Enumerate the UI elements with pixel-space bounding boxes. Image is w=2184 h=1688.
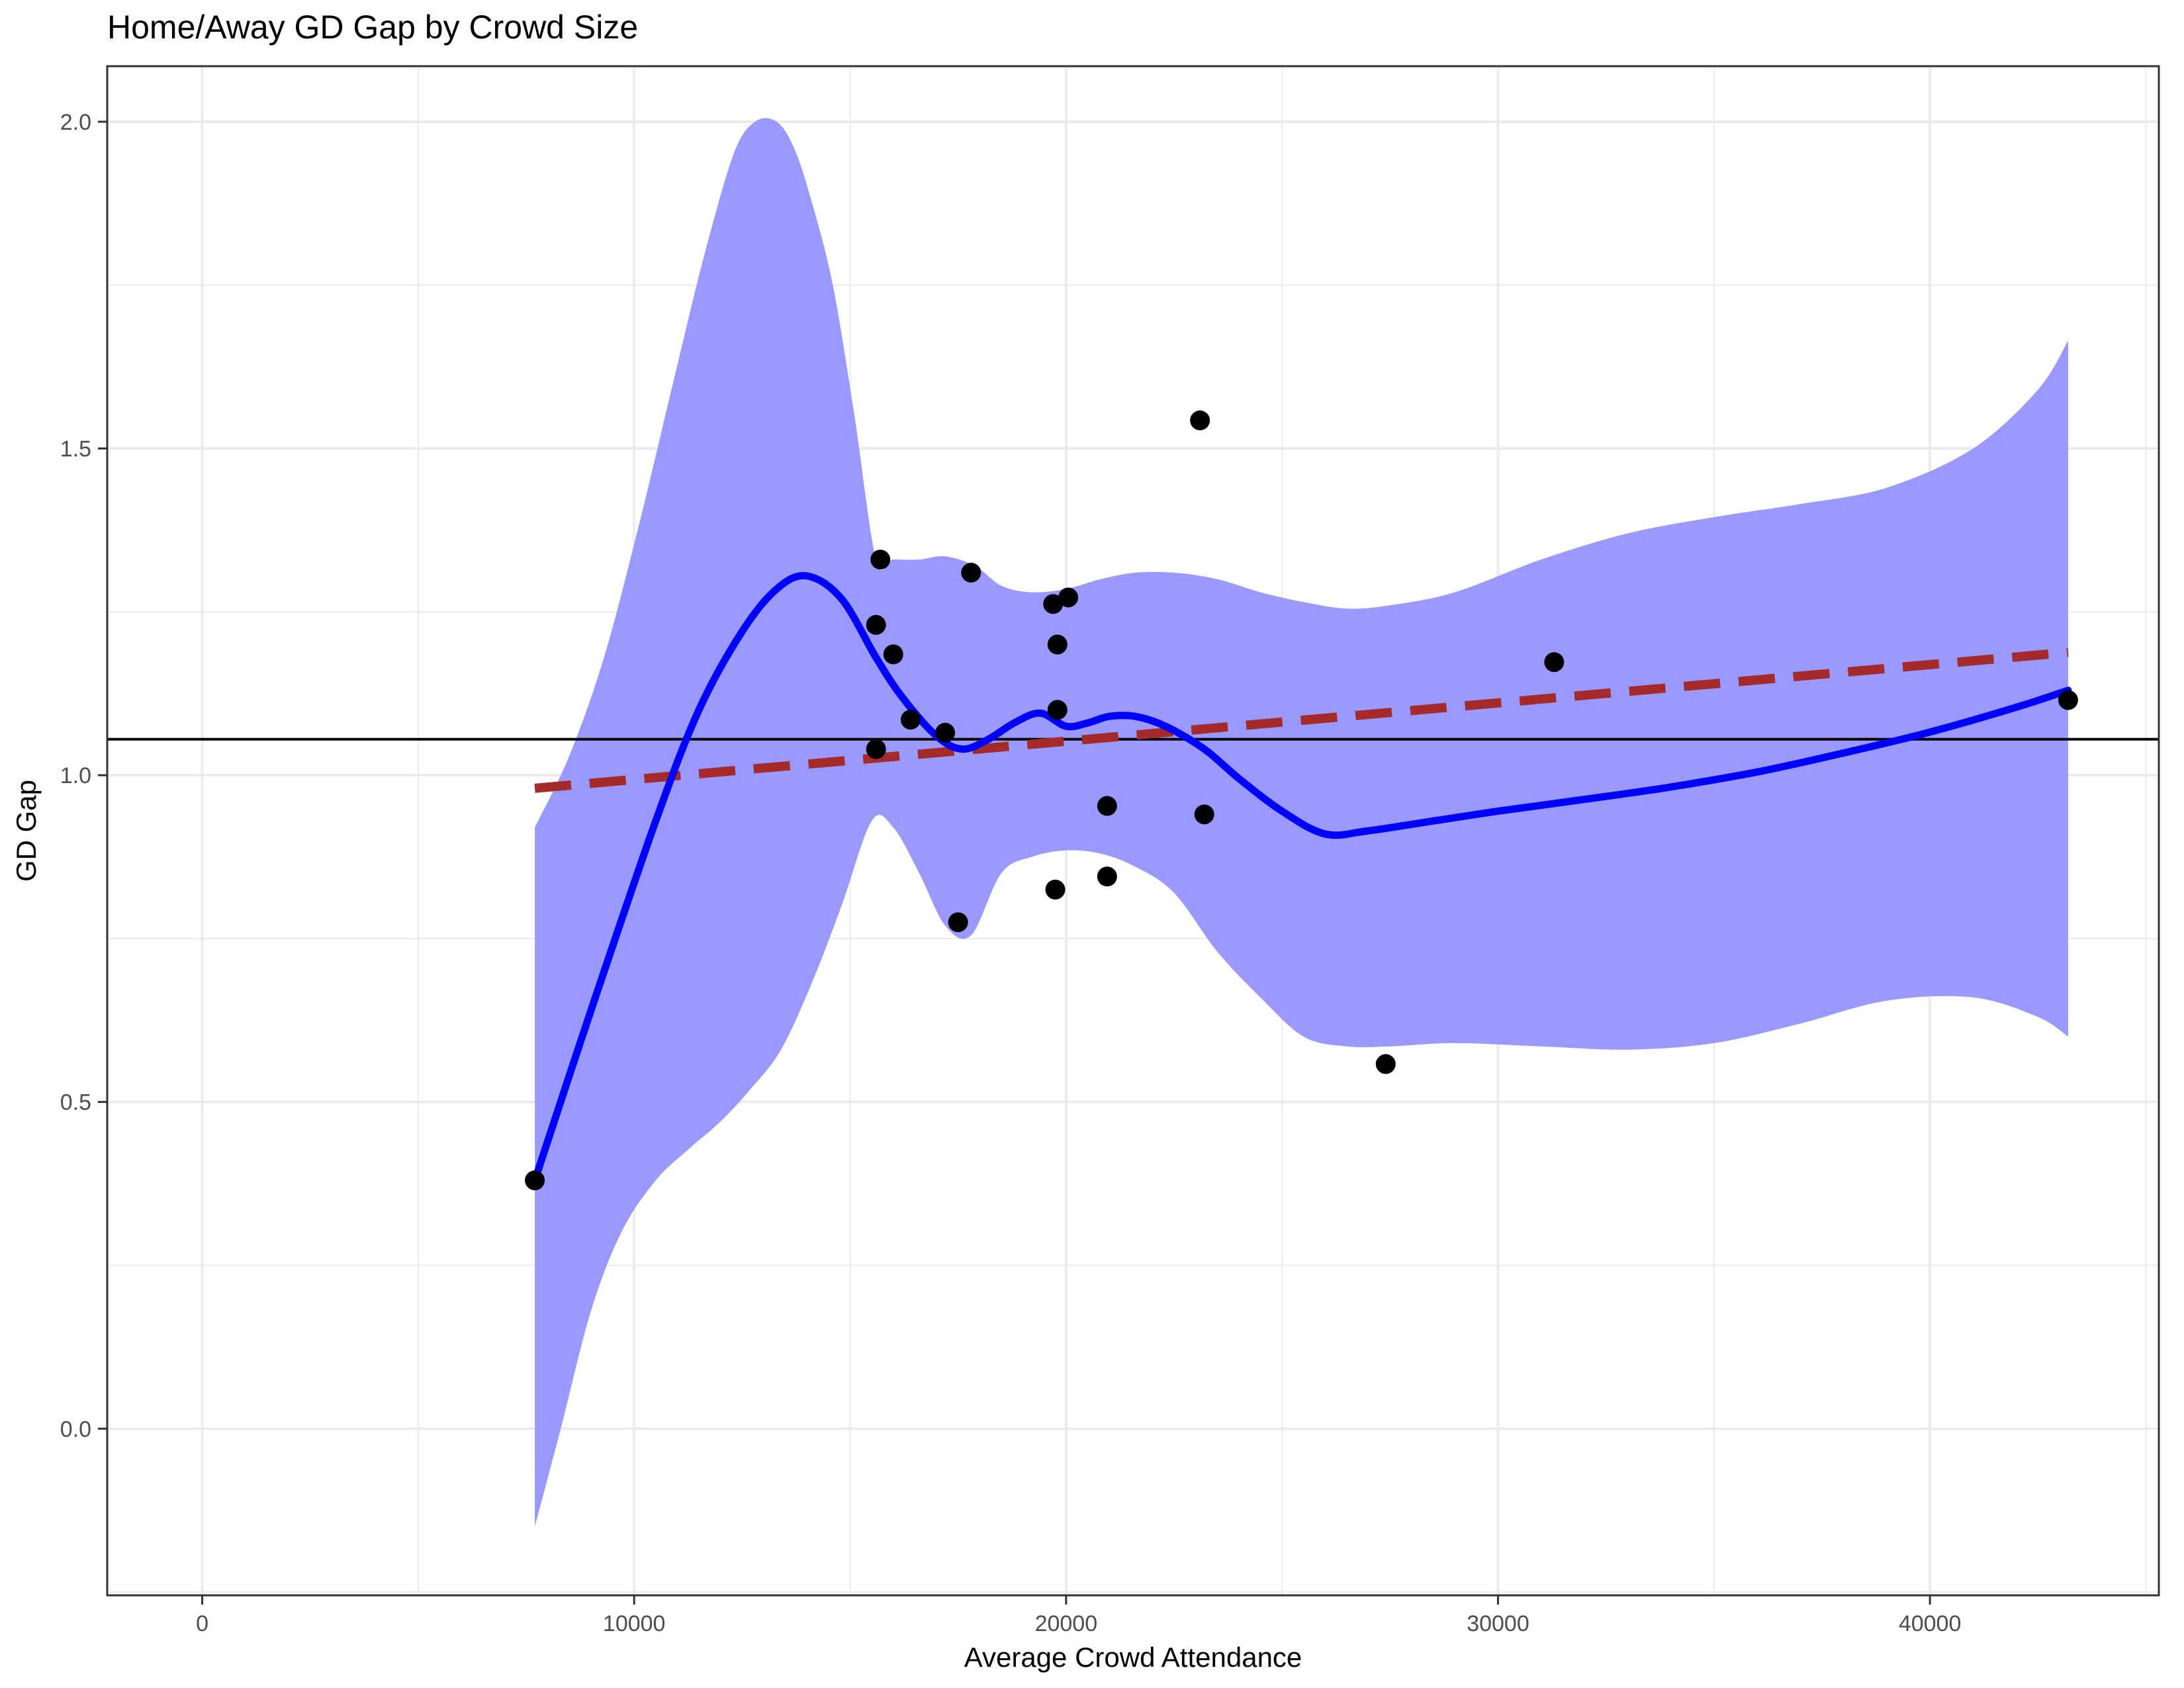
x-tick-label: 0: [196, 1611, 208, 1636]
data-points: [525, 410, 2078, 1191]
data-point: [1097, 796, 1117, 816]
y-tick-label: 1.0: [60, 763, 91, 788]
linear-fit-line: [534, 647, 2069, 793]
data-point: [870, 549, 891, 570]
data-point: [525, 1170, 545, 1191]
data-point: [1047, 634, 1068, 655]
data-point: [935, 722, 956, 743]
data-point: [883, 644, 903, 665]
x-tick-label: 30000: [1467, 1611, 1529, 1636]
plot-border: [106, 65, 2160, 1597]
x-axis: 0 10000 20000 30000 40000: [196, 1595, 1961, 1636]
y-tick-label: 0.5: [60, 1090, 91, 1115]
x-tick-label: 40000: [1899, 1611, 1962, 1636]
data-point: [866, 615, 886, 635]
plot-area: [106, 65, 2160, 1597]
data-point: [961, 563, 981, 583]
data-point: [948, 912, 968, 933]
data-point: [2058, 690, 2078, 710]
data-point: [1190, 410, 1210, 431]
y-axis: 0.0 0.5 1.0 1.5 2.0: [60, 110, 107, 1442]
data-point: [1047, 700, 1068, 720]
x-tick-label: 20000: [1035, 1611, 1098, 1636]
data-point: [1544, 652, 1565, 673]
data-point: [1045, 879, 1066, 900]
data-point: [866, 739, 886, 759]
y-tick-label: 1.5: [60, 437, 91, 462]
chart-title: Home/Away GD Gap by Crowd Size: [107, 9, 638, 46]
x-tick-label: 10000: [603, 1611, 666, 1636]
data-point: [1043, 594, 1064, 614]
data-point: [900, 710, 921, 730]
data-point: [1375, 1054, 1396, 1074]
y-tick-label: 0.0: [60, 1417, 91, 1442]
y-tick-label: 2.0: [60, 110, 91, 135]
y-axis-title: GD Gap: [11, 780, 42, 882]
data-point: [1058, 587, 1079, 608]
loess-smooth-line: [531, 572, 2072, 1184]
data-point: [1097, 867, 1117, 887]
x-axis-title: Average Crowd Attendance: [964, 1642, 1302, 1673]
data-point: [1194, 804, 1214, 825]
